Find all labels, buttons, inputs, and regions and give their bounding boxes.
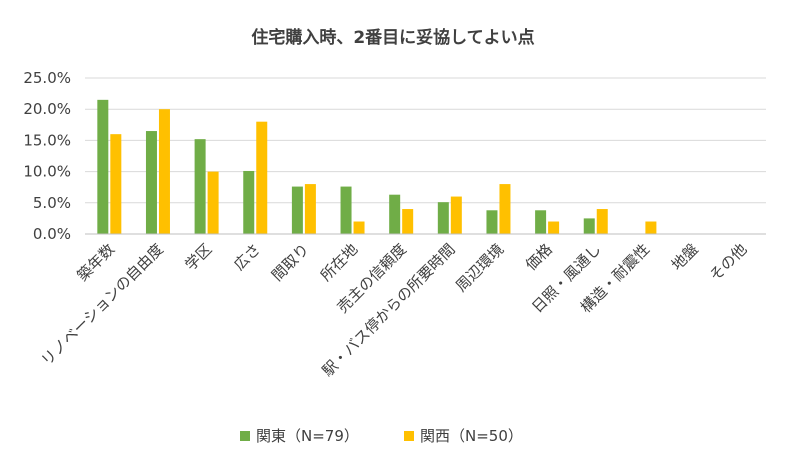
bar-kansai-10 — [596, 209, 608, 234]
bar-kanto-7 — [437, 202, 449, 234]
bar-kanto-5 — [340, 186, 352, 234]
category-label: 間取り — [268, 240, 313, 285]
category-label: 所在地 — [317, 240, 362, 285]
category-label: 周辺環境 — [452, 240, 507, 295]
bar-kanto-9 — [535, 210, 547, 234]
bar-kanto-8 — [486, 210, 498, 234]
category-label: 学区 — [181, 240, 215, 274]
y-tick-label: 10.0% — [23, 163, 71, 181]
legend-label: 関西（N=50） — [420, 427, 523, 445]
y-tick-label: 20.0% — [23, 100, 71, 118]
bar-kanto-4 — [291, 186, 303, 234]
legend-label: 関東（N=79） — [256, 427, 359, 445]
chart-title: 住宅購入時、2番目に妥協してよい点 — [251, 27, 534, 48]
bar-kansai-7 — [450, 196, 462, 234]
bar-kansai-5 — [353, 221, 365, 234]
category-label: 築年数 — [74, 240, 119, 285]
bar-kansai-8 — [499, 184, 511, 234]
bar-kansai-2 — [207, 171, 219, 234]
bar-kansai-0 — [110, 134, 122, 234]
bar-kansai-3 — [256, 121, 268, 234]
legend: 関東（N=79） 関西（N=50） — [240, 427, 523, 445]
bar-kansai-6 — [402, 209, 414, 234]
bar-kanto-2 — [194, 139, 206, 234]
bar-kansai-11 — [645, 221, 657, 234]
y-axis-ticks: 0.0% 5.0% 10.0% 15.0% 20.0% 25.0% — [23, 69, 71, 243]
gridlines — [85, 77, 766, 204]
category-label: 価格 — [522, 240, 556, 274]
y-tick-label: 15.0% — [23, 131, 71, 149]
legend-swatch — [240, 431, 250, 441]
bar-kansai-9 — [548, 221, 560, 234]
y-tick-label: 5.0% — [33, 194, 71, 212]
bar-kanto-1 — [145, 131, 157, 234]
bar-kanto-3 — [243, 170, 255, 234]
category-label: 地盤 — [668, 240, 702, 274]
bar-kansai-1 — [158, 109, 170, 234]
category-label: 広さ — [230, 240, 264, 274]
legend-swatch — [404, 431, 414, 441]
bar-kanto-6 — [389, 194, 401, 234]
y-tick-label: 25.0% — [23, 69, 71, 87]
bar-kansai-4 — [304, 184, 316, 234]
bars — [97, 99, 657, 234]
bar-kanto-0 — [97, 99, 109, 234]
y-tick-label: 0.0% — [33, 225, 71, 243]
category-label: その他 — [706, 240, 751, 285]
bar-kanto-10 — [583, 218, 595, 234]
